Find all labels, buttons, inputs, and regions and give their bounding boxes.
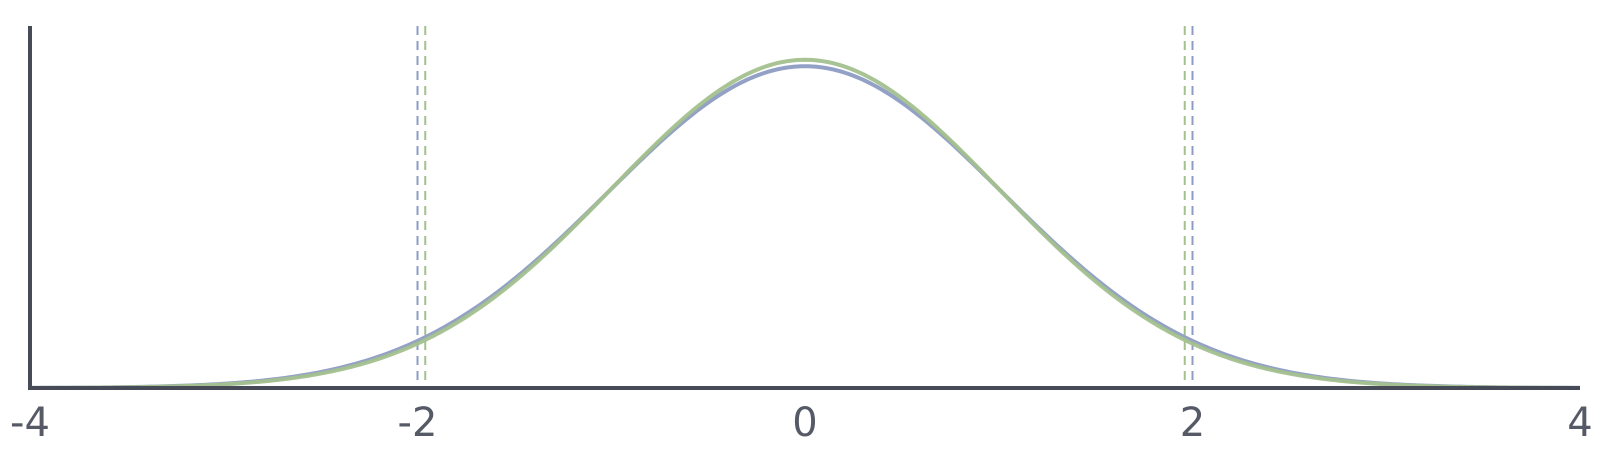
x-tick-labels: -4 -2 0 2 4: [10, 400, 1593, 446]
density-curve-2: [29, 57, 1581, 390]
x-tick-label: 0: [792, 400, 817, 446]
x-tick-label: -4: [10, 400, 50, 446]
density-curve-1: [29, 64, 1581, 390]
density-curves: [29, 57, 1581, 390]
x-tick-label: 2: [1180, 400, 1205, 446]
x-tick-label: 4: [1567, 400, 1592, 446]
reference-lines: [416, 26, 1194, 388]
x-tick-label: -2: [398, 400, 438, 446]
